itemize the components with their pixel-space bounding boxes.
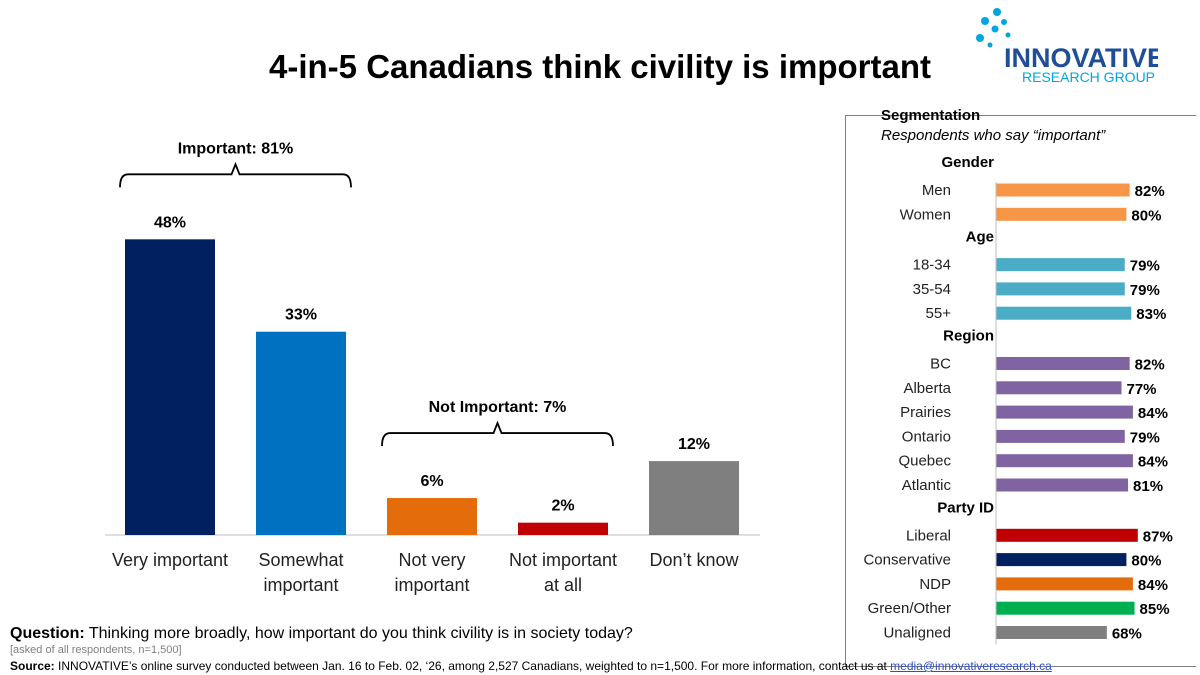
segment-value: 68% [1112, 626, 1142, 643]
segment-bar [996, 306, 1132, 320]
segment-label: Liberal [906, 527, 951, 544]
category-label: Somewhat [258, 550, 343, 570]
segment-bar [996, 553, 1127, 567]
segment-value: 79% [1130, 429, 1160, 446]
data-label: 48% [154, 214, 186, 231]
segment-value: 83% [1136, 306, 1166, 323]
segment-bar [996, 405, 1133, 419]
segment-bar [996, 381, 1122, 395]
question-body: Thinking more broadly, how important do … [84, 625, 633, 642]
segment-value: 79% [1130, 258, 1160, 275]
segment-label: 18-34 [913, 257, 951, 274]
segment-label: Ontario [902, 428, 951, 445]
source-label: Source: [10, 659, 55, 673]
bracket-annotation [119, 161, 352, 188]
source-body: INNOVATIVE’s online survey conducted bet… [54, 659, 891, 673]
segmentation-bar-chart: Segmentation Respondents who say “importa… [863, 107, 1173, 645]
segment-bar [996, 207, 1127, 221]
segment-value: 84% [1138, 405, 1168, 422]
segment-value: 77% [1127, 381, 1157, 398]
category-label: Not very [398, 550, 465, 570]
segment-label: Prairies [900, 404, 951, 421]
data-label: 12% [678, 436, 710, 453]
segmentation-title: Segmentation [881, 107, 980, 124]
contact-email-link[interactable]: media@innovativeresearch.ca [890, 659, 1052, 673]
category-label: Very important [112, 550, 228, 570]
segment-bar [996, 626, 1107, 639]
segment-label: Atlantic [902, 477, 952, 494]
group-header: Gender [941, 154, 994, 171]
page-title: 4-in-5 Canadians think civility is impor… [269, 48, 931, 85]
segment-label: BC [930, 356, 951, 373]
segment-label: Quebec [898, 453, 951, 470]
segmentation-panel [845, 115, 1196, 667]
category-label: important [263, 575, 338, 595]
category-label: important [394, 575, 469, 595]
annotation-label: Not Important: 7% [429, 399, 567, 416]
question-text: Question: Thinking more broadly, how imp… [10, 625, 633, 643]
question-label: Question: [10, 625, 85, 642]
segment-bar [996, 183, 1130, 197]
logo-subname: RESEARCH GROUP [1022, 69, 1155, 85]
segment-label: Alberta [903, 380, 951, 397]
segment-bar [996, 282, 1125, 296]
logo-dots-icon: INNOVATIVE RESEARCH GROUP [976, 8, 1165, 85]
segment-value: 80% [1131, 553, 1161, 570]
annotation-label: Important: 81% [178, 140, 294, 157]
segment-value: 84% [1138, 454, 1168, 471]
group-header: Age [966, 229, 994, 246]
segment-label: Conservative [863, 552, 951, 569]
bar [518, 522, 608, 535]
segment-label: Unaligned [883, 625, 951, 642]
source-text: Source: INNOVATIVE’s online survey condu… [10, 659, 1052, 673]
segment-label: 55+ [926, 305, 952, 322]
bracket-annotation [381, 420, 614, 447]
company-logo: INNOVATIVE RESEARCH GROUP [968, 5, 1165, 87]
segment-bar [996, 528, 1138, 542]
data-label: 6% [420, 473, 443, 490]
data-label: 33% [285, 307, 317, 324]
segment-label: 35-54 [913, 281, 951, 298]
segment-label: NDP [919, 576, 951, 593]
logo-name: INNOVATIVE [1004, 43, 1158, 73]
segment-bar [996, 258, 1125, 272]
segment-value: 87% [1143, 528, 1173, 545]
group-header: Region [943, 328, 994, 345]
segment-bar [996, 478, 1129, 492]
bar [649, 461, 739, 535]
segment-label: Green/Other [868, 600, 951, 617]
group-header: Party ID [937, 499, 994, 516]
data-label: 2% [551, 498, 574, 515]
segment-value: 80% [1131, 207, 1161, 224]
category-label: Not important [509, 550, 617, 570]
segment-bar [996, 357, 1130, 370]
segment-bar [996, 601, 1135, 615]
asked-note: [asked of all respondents, n=1,500] [10, 644, 182, 656]
segment-bar [996, 577, 1133, 591]
segmentation-subtitle: Respondents who say “important” [881, 127, 1106, 144]
bar [256, 331, 346, 535]
segment-bar [996, 454, 1133, 468]
segment-value: 85% [1140, 601, 1170, 618]
segment-value: 84% [1138, 577, 1168, 594]
segment-label: Women [900, 206, 951, 223]
bar [125, 239, 215, 535]
segment-label: Men [922, 182, 951, 199]
segment-value: 82% [1135, 183, 1165, 200]
category-label: at all [544, 575, 582, 595]
segment-value: 79% [1130, 282, 1160, 299]
segment-value: 81% [1133, 478, 1163, 495]
importance-bar-chart: 48% Very important 33% Somewhat important 6% N… [105, 140, 760, 595]
segment-value: 82% [1135, 357, 1165, 374]
segment-bar [996, 429, 1125, 443]
bar [387, 498, 477, 535]
category-label: Don’t know [649, 550, 739, 570]
